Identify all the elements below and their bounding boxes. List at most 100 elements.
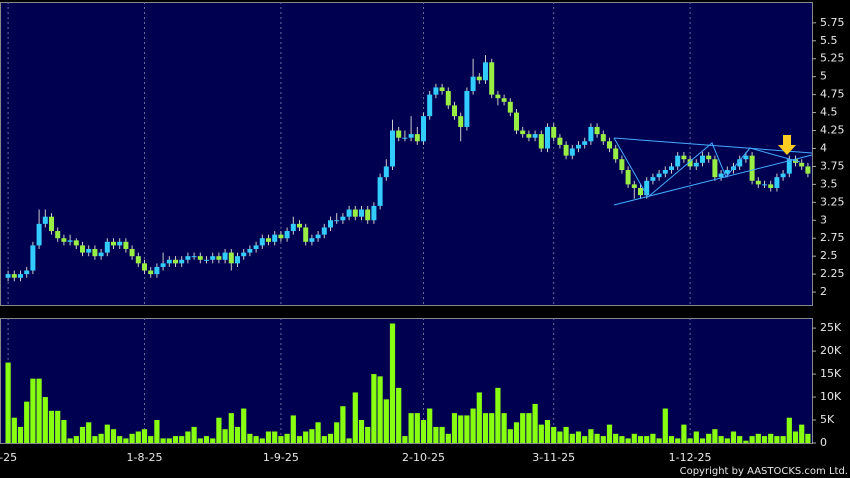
candle-body (724, 170, 730, 174)
volume-bar (222, 429, 228, 443)
volume-bar (92, 436, 98, 443)
candle-body (526, 134, 532, 138)
volume-bar (668, 436, 675, 443)
candle-body (433, 87, 439, 95)
volume-bar (464, 415, 470, 443)
candle-body (495, 94, 501, 99)
volume-bar (755, 433, 761, 443)
candle-body (613, 148, 619, 160)
volume-bar (197, 438, 203, 443)
volume-bar (334, 422, 340, 443)
candle-body (396, 130, 402, 138)
volume-bar (166, 438, 172, 443)
candle-body (142, 263, 147, 271)
candle-body (123, 241, 129, 249)
y-tick-label: 4 (820, 141, 827, 154)
candle-body (346, 209, 352, 217)
volume-bar (408, 413, 414, 443)
y-tick-label: 0 (820, 436, 827, 449)
volume-bar (625, 438, 631, 443)
candle-body (743, 155, 749, 160)
candle-body (439, 87, 445, 92)
volume-bar (303, 431, 309, 443)
volume-bar (11, 417, 17, 443)
volume-bar (699, 438, 706, 443)
volume-bar (104, 424, 110, 443)
candle-body (514, 112, 519, 131)
candle-body (67, 240, 73, 242)
candle-body (222, 252, 228, 260)
candle-body (36, 223, 42, 246)
candle-body (588, 126, 594, 142)
volume-bar (743, 440, 749, 443)
candle-body (687, 159, 693, 167)
x-tick-label: -25 (0, 451, 17, 464)
candle-body (390, 130, 395, 167)
candle-body (98, 252, 104, 257)
volume-bar (538, 424, 544, 443)
candle-body (545, 126, 550, 149)
candle-body (706, 155, 712, 160)
candle-body (786, 159, 792, 174)
y-tick-label: 5.5 (820, 34, 838, 47)
candle-body (334, 220, 340, 222)
candle-body (507, 101, 513, 113)
candle-body (427, 94, 433, 117)
volume-bar (148, 436, 154, 443)
candle-body (377, 177, 383, 206)
volume-bar (495, 387, 501, 443)
y-tick-label: 4.25 (820, 124, 845, 137)
volume-bar (141, 429, 148, 443)
y-tick-label: 5K (820, 413, 835, 426)
volume-bar (544, 420, 551, 443)
candle-body (340, 216, 346, 221)
volume-bar (507, 429, 513, 443)
x-tick-label: 1-12-25 (669, 451, 712, 464)
volume-bar (179, 436, 185, 443)
x-tick-label: 1-8-25 (127, 451, 163, 464)
candle-body (266, 238, 271, 242)
candle-body (315, 234, 321, 239)
volume-bar (792, 431, 799, 443)
candle-body (681, 155, 687, 160)
candle-body (359, 209, 364, 217)
volume-bar (340, 406, 346, 443)
candle-body (774, 177, 780, 188)
volume-bar (86, 422, 92, 443)
marks: -25 1-8-25 1-9-25 2-10-25 3-11-25 1-12-25 2 2.2… (0, 2, 845, 464)
candle-body (464, 91, 470, 127)
candle-body (383, 166, 389, 178)
volume-bar (569, 433, 575, 443)
volume-bar (724, 438, 730, 443)
candle-body (80, 245, 85, 253)
volume-bar (557, 431, 563, 443)
arrow-annotation (778, 135, 796, 155)
y-tick-label: 2 (820, 285, 827, 298)
candle-body (700, 155, 705, 163)
candle-body (445, 91, 451, 106)
volume-bar (352, 392, 358, 443)
candle-body (607, 141, 612, 149)
candle-body (768, 184, 774, 188)
volume-bar (749, 436, 755, 443)
volume-bar (526, 413, 532, 443)
candle-body (272, 234, 278, 242)
candle-body (73, 240, 79, 246)
candle-body (309, 238, 315, 242)
volume-bar (117, 436, 123, 443)
candle-body (576, 144, 581, 149)
candle-body (185, 256, 191, 260)
candle-body (749, 155, 755, 181)
candle-body (284, 231, 290, 239)
candle-body (166, 259, 172, 264)
volume-bar (768, 433, 774, 443)
candle-body (135, 256, 141, 264)
volume-bar (48, 410, 55, 443)
volume-bar (265, 431, 272, 443)
volume-bar (154, 420, 160, 443)
candle-body (470, 76, 476, 92)
candle-body (805, 166, 811, 174)
volume-bar (284, 433, 290, 443)
candle-body (247, 248, 253, 253)
volume-bar (135, 431, 141, 443)
